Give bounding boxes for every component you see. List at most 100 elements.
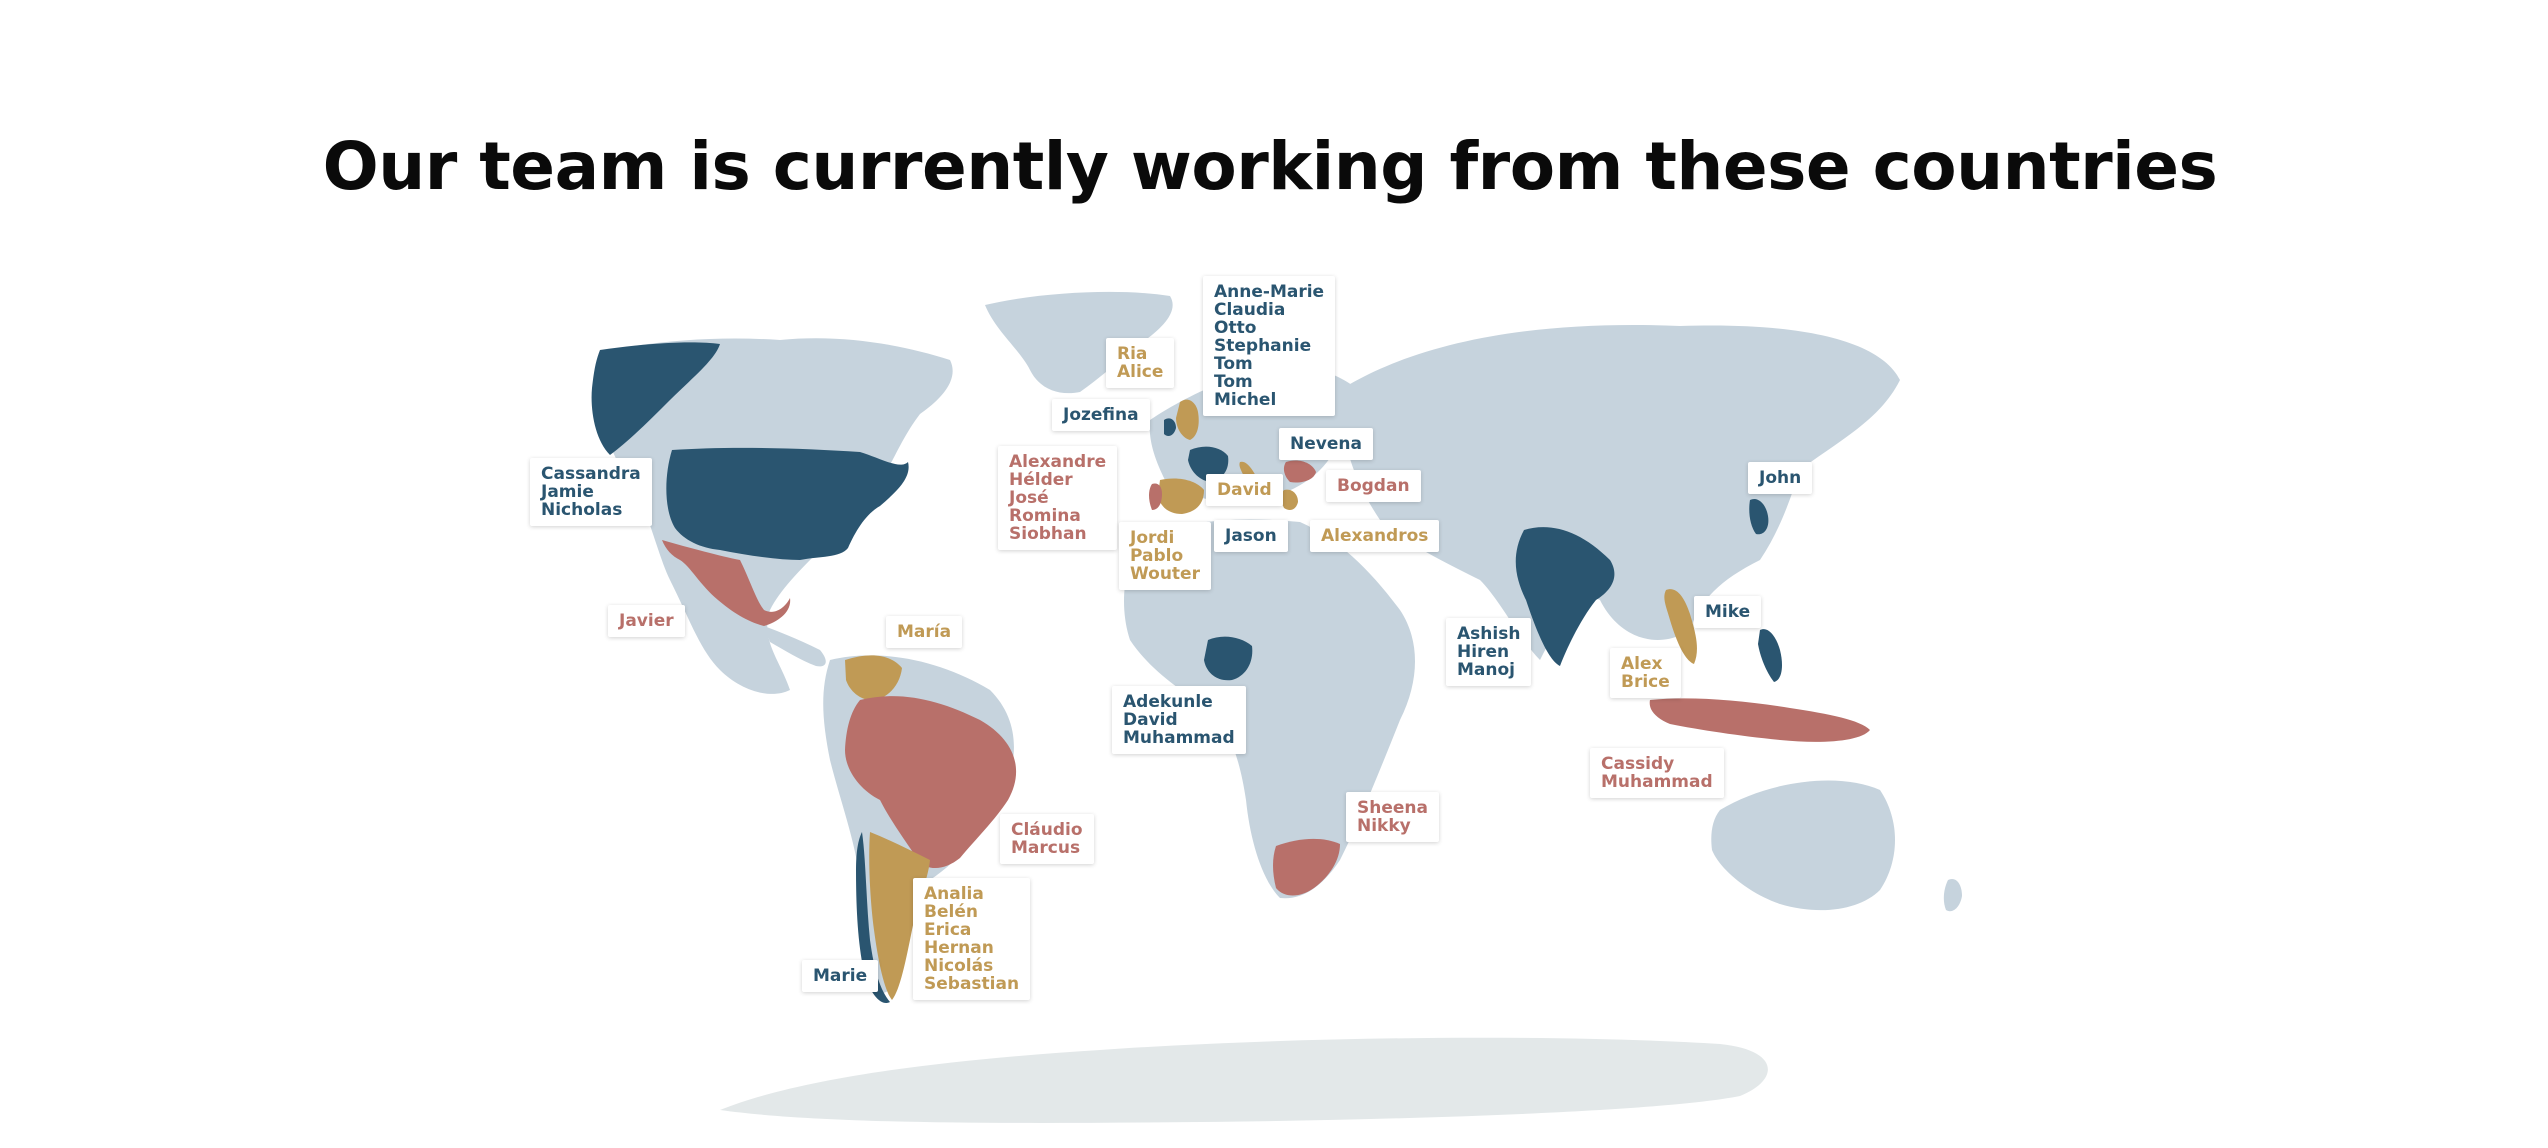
name: Belén: [924, 902, 978, 922]
korea-shape: [1749, 498, 1769, 535]
name: Manoj: [1457, 660, 1515, 680]
label-serbia: Nevena: [1279, 428, 1373, 460]
label-nigeria: Adekunle David Muhammad: [1112, 686, 1246, 754]
france-shape: [1188, 446, 1229, 482]
name: Jamie: [541, 482, 594, 502]
vietnam-shape: [1664, 589, 1697, 664]
indonesia-shape: [1649, 698, 1870, 742]
label-india: Ashish Hiren Manoj: [1446, 618, 1532, 686]
south-africa-shape: [1273, 838, 1340, 896]
label-philippines: Mike: [1694, 596, 1762, 628]
name: Cláudio: [1011, 820, 1083, 840]
label-venezuela: María: [886, 616, 963, 648]
name: Alice: [1117, 362, 1164, 382]
name: Cassandra: [541, 464, 641, 484]
label-spain: Jordi Pablo Wouter: [1119, 522, 1211, 590]
label-italy: David: [1206, 474, 1283, 506]
name: Muhammad: [1601, 772, 1713, 792]
new-zealand: [1943, 878, 1962, 912]
label-indonesia: Cassidy Muhammad: [1590, 748, 1724, 798]
antarctica: [720, 1037, 1768, 1123]
name: Nikky: [1357, 816, 1411, 836]
uk-shape: [1176, 399, 1199, 440]
name: Alexandre: [1009, 452, 1107, 472]
name: Marie: [813, 966, 868, 986]
name: Michel: [1214, 390, 1277, 410]
venezuela-shape: [845, 655, 902, 701]
name: Anne-Marie: [1214, 282, 1325, 302]
nigeria-shape: [1204, 636, 1253, 681]
name: Brice: [1621, 672, 1670, 692]
name: Muhammad: [1123, 728, 1235, 748]
india-shape: [1515, 527, 1615, 666]
name: Alex: [1621, 654, 1663, 674]
name: Nicholas: [541, 500, 623, 520]
argentina-shape: [869, 832, 930, 1000]
name: Hernan: [924, 938, 994, 958]
name: Cassidy: [1601, 754, 1675, 774]
name: Tom: [1214, 372, 1253, 392]
ireland-shape: [1164, 418, 1176, 436]
page-title: Our team is currently working from these…: [322, 128, 2218, 205]
name: Ashish: [1457, 624, 1521, 644]
label-uk: Ria Alice: [1106, 338, 1175, 388]
australia: [1711, 780, 1895, 911]
portugal-shape: [1149, 483, 1162, 510]
romania-shape: [1283, 460, 1316, 483]
philippines-shape: [1758, 629, 1782, 682]
name: John: [1759, 468, 1802, 488]
label-romania: Bogdan: [1326, 470, 1421, 502]
name: Alexandros: [1321, 526, 1429, 546]
mexico-shape: [662, 540, 791, 626]
name: Nevena: [1290, 434, 1362, 454]
africa: [1124, 519, 1415, 899]
label-malta: Jason: [1214, 520, 1288, 552]
name: David: [1123, 710, 1178, 730]
label-argentina: Analia Belén Erica Hernan Nicolás Sebast…: [913, 878, 1031, 1000]
name: Claudia: [1214, 300, 1286, 320]
label-brazil: Cláudio Marcus: [1000, 814, 1094, 864]
name: Jozefina: [1063, 405, 1139, 425]
name: Jason: [1225, 526, 1277, 546]
asia: [1340, 324, 1900, 660]
usa-shape: [666, 447, 909, 560]
greenland: [985, 291, 1173, 394]
name: Marcus: [1011, 838, 1081, 858]
label-vietnam: Alex Brice: [1610, 648, 1681, 698]
name: Wouter: [1130, 564, 1200, 584]
name: David: [1217, 480, 1272, 500]
alaska: [591, 342, 720, 455]
label-mexico: Javier: [608, 605, 685, 637]
name: Adekunle: [1123, 692, 1213, 712]
name: Sheena: [1357, 798, 1428, 818]
label-usa: Cassandra Jamie Nicholas: [530, 458, 652, 526]
name: Tom: [1214, 354, 1253, 374]
name: Hiren: [1457, 642, 1510, 662]
name: Jordi: [1130, 528, 1175, 548]
name: María: [897, 622, 952, 642]
name: Nicolás: [924, 956, 994, 976]
label-south-africa: Sheena Nikky: [1346, 792, 1439, 842]
label-portugal: Alexandre Hélder José Romina Siobhan: [998, 446, 1118, 550]
name: Otto: [1214, 318, 1257, 338]
label-korea: John: [1748, 462, 1813, 494]
name: José: [1009, 488, 1049, 508]
name: Pablo: [1130, 546, 1184, 566]
name: Erica: [924, 920, 972, 940]
name: Stephanie: [1214, 336, 1312, 356]
label-france: Anne-Marie Claudia Otto Stephanie Tom To…: [1203, 276, 1336, 416]
name: Ria: [1117, 344, 1148, 364]
brazil-shape: [845, 696, 1017, 869]
label-chile: Marie: [802, 960, 879, 992]
name: Sebastian: [924, 974, 1020, 994]
name: Bogdan: [1337, 476, 1410, 496]
name: Romina: [1009, 506, 1081, 526]
central-america: [764, 626, 826, 667]
label-greece: Alexandros: [1310, 520, 1440, 552]
name: Mike: [1705, 602, 1751, 622]
greece-shape: [1281, 489, 1298, 510]
name: Javier: [619, 611, 674, 631]
name: Analia: [924, 884, 984, 904]
